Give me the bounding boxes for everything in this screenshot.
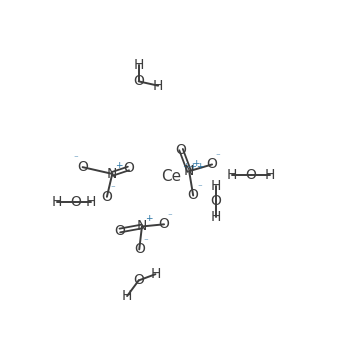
Text: N: N: [184, 164, 194, 178]
Text: N: N: [107, 167, 118, 181]
Text: ⁻: ⁻: [74, 155, 79, 164]
Text: H: H: [52, 195, 62, 209]
Text: +: +: [145, 214, 153, 223]
Text: O: O: [188, 188, 199, 203]
Text: O: O: [114, 224, 125, 237]
Text: H: H: [211, 210, 221, 224]
Text: H: H: [265, 168, 275, 182]
Text: Ce: Ce: [161, 169, 182, 184]
Text: O: O: [123, 162, 134, 175]
Text: H: H: [134, 58, 144, 72]
Text: O: O: [70, 195, 81, 209]
Text: O: O: [133, 273, 144, 287]
Text: H: H: [86, 195, 96, 209]
Text: +++: +++: [182, 162, 205, 171]
Text: H: H: [227, 168, 237, 182]
Text: H: H: [150, 267, 161, 281]
Text: H: H: [211, 179, 221, 193]
Text: ⁻: ⁻: [197, 183, 202, 192]
Text: O: O: [246, 168, 256, 182]
Text: O: O: [211, 194, 222, 208]
Text: ⁻: ⁻: [168, 212, 173, 221]
Text: +: +: [116, 162, 123, 170]
Text: O: O: [102, 190, 112, 204]
Text: O: O: [134, 242, 145, 256]
Text: O: O: [207, 158, 218, 171]
Text: O: O: [176, 143, 187, 156]
Text: N: N: [137, 220, 147, 233]
Text: +: +: [192, 159, 200, 168]
Text: O: O: [159, 217, 169, 231]
Text: ⁻: ⁻: [111, 184, 116, 193]
Text: ⁻: ⁻: [143, 237, 148, 246]
Text: O: O: [133, 74, 144, 88]
Text: H: H: [153, 79, 163, 93]
Text: ⁻: ⁻: [216, 152, 221, 161]
Text: H: H: [122, 289, 132, 303]
Text: O: O: [77, 160, 88, 174]
